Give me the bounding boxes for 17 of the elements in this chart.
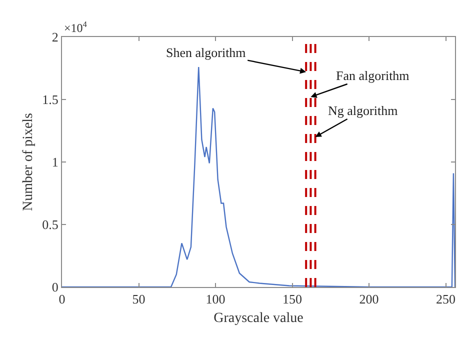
y-tick-label: 0.5 — [42, 217, 58, 232]
x-tick-label: 200 — [359, 292, 379, 307]
y-tick-label: 2 — [52, 30, 58, 45]
y-tick-label: 0 — [52, 280, 58, 295]
text: ×10$^{4}$ — [64, 20, 88, 36]
x-tick-label: 50 — [132, 292, 146, 307]
x-axis-title: Grayscale value — [214, 310, 304, 326]
x-tick-label: 100 — [206, 292, 226, 307]
x-tick-label: 150 — [282, 292, 302, 307]
y-tick-label: 1 — [52, 154, 58, 170]
annotation: Shen algorithm — [166, 45, 246, 60]
y-tick-label: 1.5 — [42, 92, 58, 108]
annotation: Fan algorithm — [336, 68, 410, 83]
annotation: Ng algorithm — [328, 103, 398, 118]
y-axis-title: Number of pixels — [20, 113, 36, 211]
x-tick-label: 250 — [436, 292, 456, 307]
line-series — [62, 66, 455, 287]
